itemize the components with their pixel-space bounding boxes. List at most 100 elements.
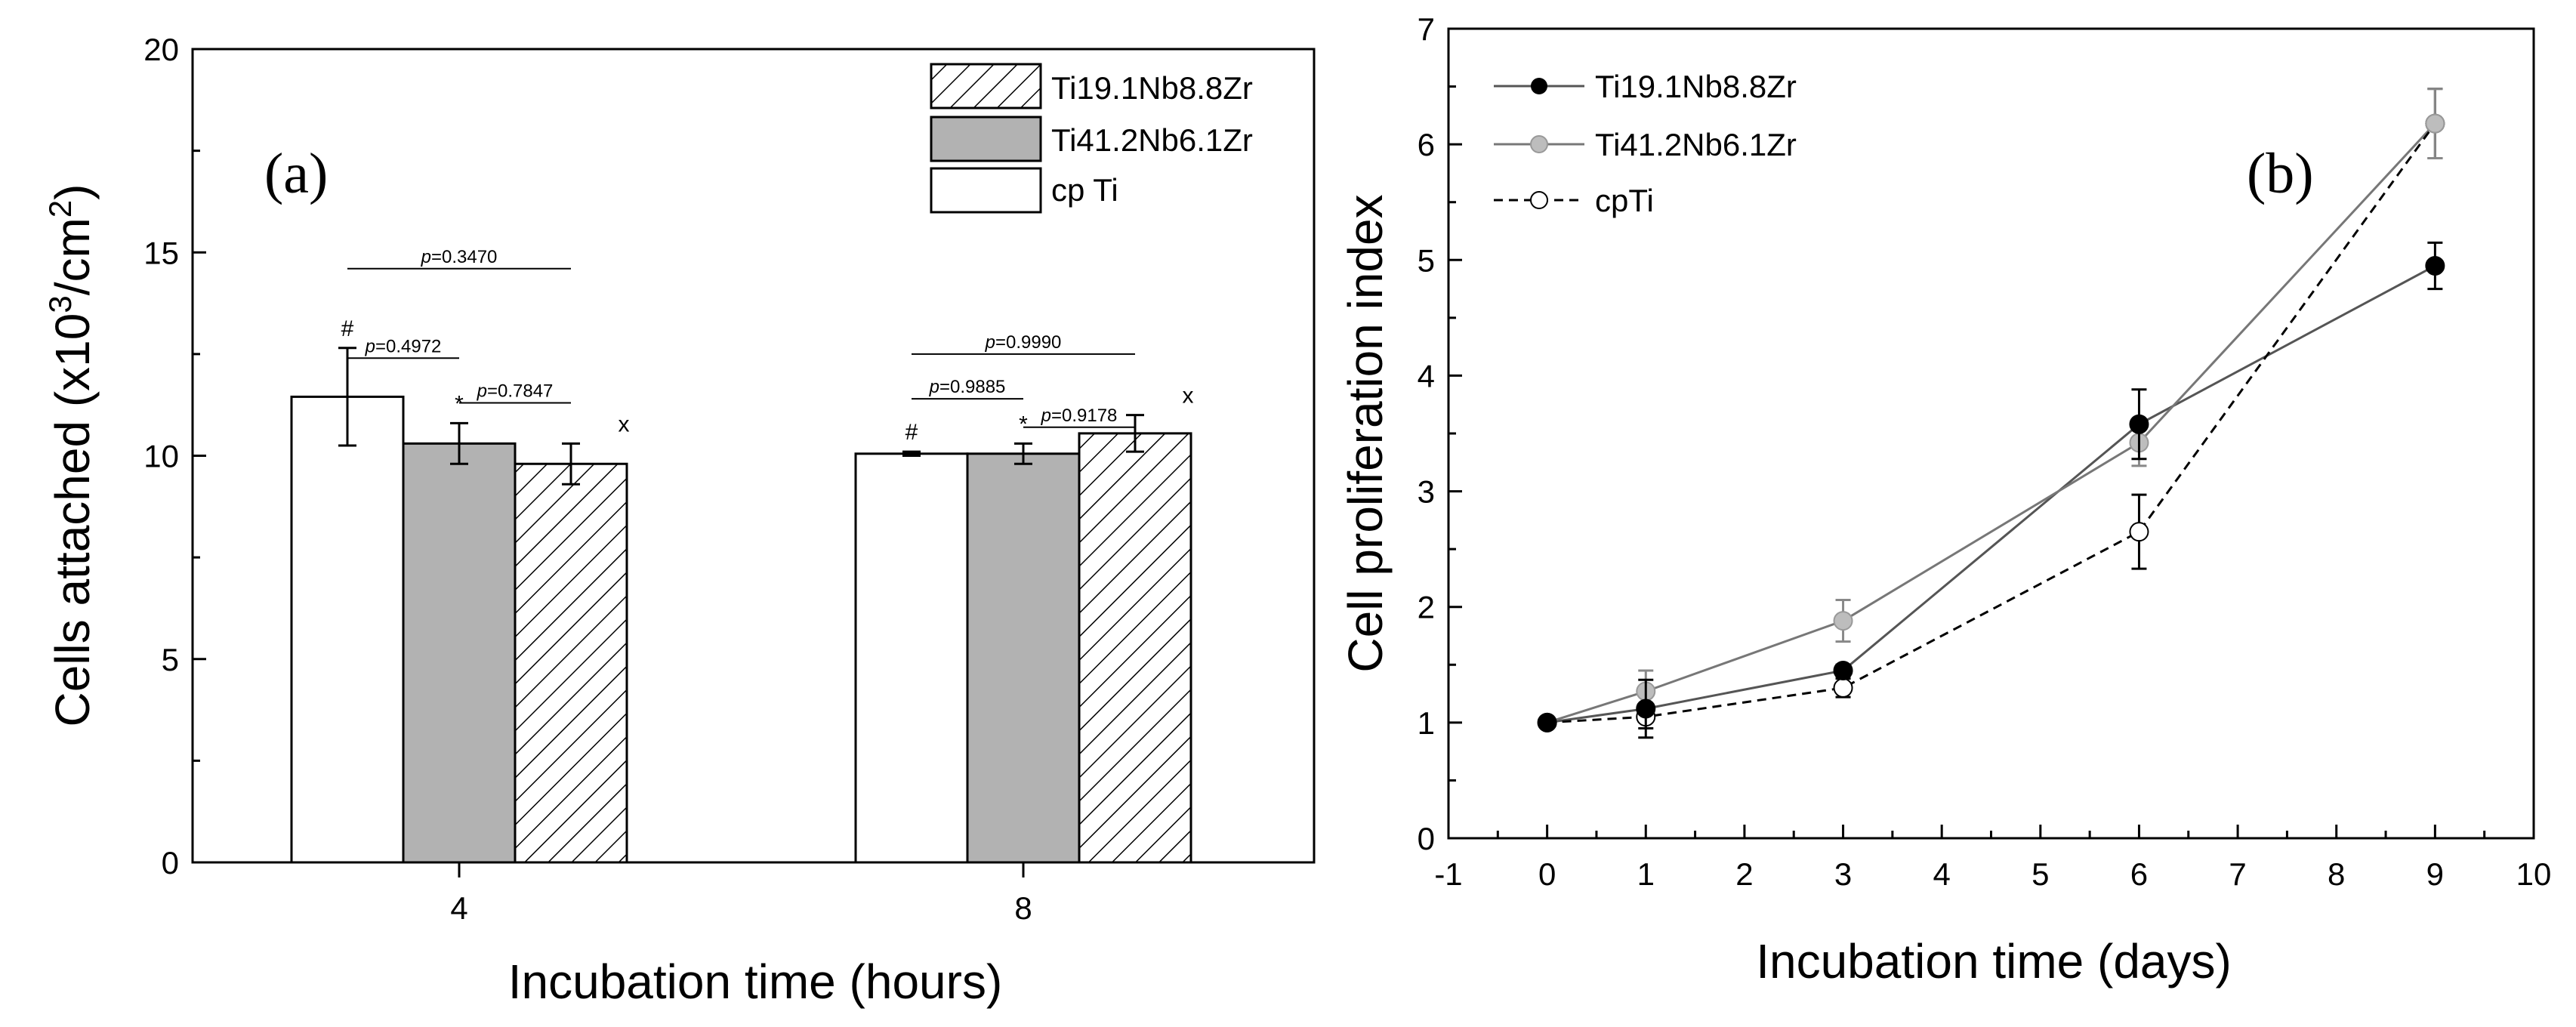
legend-swatch-white [930,167,1042,214]
series-line [1547,122,2436,724]
y-tick-label-a: 10 [143,439,179,474]
y-axis-label-a: Cells attached (x103/cm2) [42,184,100,727]
significance-marker: * [455,391,464,416]
bar [854,452,969,864]
bar [290,395,405,864]
data-point [1537,712,1557,732]
legend-label-ti41-b: Ti41.2Nb6.1Zr [1595,127,1797,162]
x-tick-label-b: 8 [2328,856,2345,892]
data-point [1833,677,1853,698]
legend-label-cpti: cp Ti [1051,172,1118,208]
p-value-label: p=0.7847 [477,381,554,401]
y-tick-label-b: 5 [1418,242,1435,278]
p-symbol: p [929,377,939,397]
significance-marker: # [905,420,918,445]
legend-label-ti41: Ti41.2Nb6.1Zr [1051,122,1253,158]
x-tick-label-b: 10 [2516,856,2552,892]
data-point [2425,113,2445,134]
bar [966,452,1081,864]
significance-marker: x [1183,384,1194,409]
p-value-label: p=0.9885 [929,377,1006,397]
legend-marker-ti19 [1531,78,1547,94]
y-tick-label-a: 0 [162,845,179,881]
legend-label-cpti-b: cpTi [1595,183,1654,218]
y-label-mid: /cm [45,217,100,295]
p-value: =0.4972 [375,336,441,356]
legend-b: Ti19.1Nb8.8Zr Ti41.2Nb6.1Zr cpTi [1494,69,1797,218]
legend-item-ti19: Ti19.1Nb8.8Zr [1494,69,1797,104]
significance-marker: # [341,316,354,341]
y-label-sup2: 2 [42,200,78,217]
x-tick-label-a: 8 [1014,890,1032,926]
data-point [2129,522,2149,542]
significance-marker: x [619,412,630,436]
x-tick-label-b: 3 [1834,856,1852,892]
x-tick-label-b: 9 [2426,856,2444,892]
bar [514,462,628,864]
p-value: =0.9990 [995,332,1061,353]
legend-item-gray: Ti41.2Nb6.1Zr [930,116,1253,162]
legend-label-ti19: Ti19.1Nb8.8Zr [1051,70,1253,106]
bar [402,442,517,864]
p-value-label: p=0.4972 [365,336,442,356]
y-label-sup1: 3 [42,295,78,313]
x-tick-label-b: 0 [1538,856,1556,892]
p-symbol: p [1041,406,1051,426]
x-tick-label-b: 5 [2031,856,2049,892]
p-symbol: p [985,332,995,353]
significance-marker: * [1019,412,1028,436]
p-value-label: p=0.3470 [421,247,498,267]
x-tick-label-a: 4 [450,890,467,926]
legend-item-hatch: Ti19.1Nb8.8Zr [930,63,1253,109]
x-tick-label-b: -1 [1434,856,1462,892]
data-point [2129,414,2149,434]
y-label-main: Cells attached (x10 [45,313,100,727]
p-value: =0.7847 [487,381,553,401]
legend-a: Ti19.1Nb8.8Zr Ti41.2Nb6.1Zr cp Ti [930,63,1253,214]
legend-label-ti19-b: Ti19.1Nb8.8Zr [1595,69,1797,104]
p-value: =0.3470 [431,247,497,267]
panel-label-b: (b) [2247,142,2314,205]
legend-item-cpti: cpTi [1494,183,1654,218]
y-axis-label-b: Cell proliferation index [1338,194,1393,672]
y-tick-label-b: 0 [1418,821,1435,856]
y-tick-label-b: 6 [1418,127,1435,162]
p-value-label: p=0.9178 [1041,406,1118,426]
legend-marker-ti41 [1530,135,1548,153]
y-tick-label-a: 5 [162,642,179,677]
x-axis-label-b: Incubation time (days) [1756,934,2232,988]
legend-item-ti41: Ti41.2Nb6.1Zr [1494,127,1797,162]
legend-marker-cpti [1530,191,1548,209]
p-symbol: p [477,381,487,401]
y-tick-label-b: 3 [1418,474,1435,510]
p-symbol: p [365,336,375,356]
x-axis-label-a: Incubation time (hours) [508,955,1003,1009]
y-tick-label-b: 2 [1418,590,1435,625]
y-tick-label-a: 15 [143,235,179,270]
p-value: =0.9885 [939,377,1005,397]
legend-swatch-hatch [930,63,1042,109]
y-label-end: ) [45,184,100,200]
p-value-label: p=0.9990 [985,332,1062,353]
x-tick-label-b: 2 [1735,856,1753,892]
data-point [1636,699,1656,719]
x-tick-label-b: 7 [2229,856,2246,892]
y-tick-label-a: 20 [143,32,179,67]
p-symbol: p [421,247,431,267]
y-tick-label-b: 1 [1418,705,1435,741]
bar [1078,432,1192,864]
legend-swatch-gray [930,116,1042,162]
x-tick-label-b: 6 [2130,856,2148,892]
p-value: =0.9178 [1051,406,1117,426]
x-tick-label-b: 4 [1933,856,1951,892]
x-tick-label-b: 1 [1637,856,1655,892]
legend-item-white: cp Ti [930,167,1118,214]
panel-label-a: (a) [264,142,328,205]
data-point [2425,255,2445,276]
data-point [1833,611,1853,631]
y-tick-label-b: 4 [1418,358,1435,393]
series-line [1547,122,2436,724]
